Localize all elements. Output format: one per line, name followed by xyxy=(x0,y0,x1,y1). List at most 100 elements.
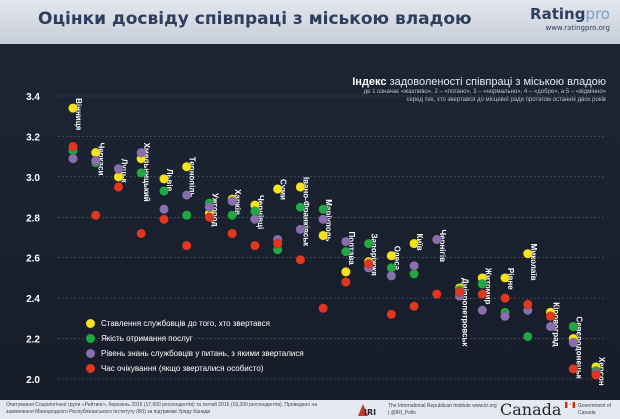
page-title: Оцінки досвіду співпраці з міською владо… xyxy=(38,9,472,29)
data-point xyxy=(477,305,488,316)
data-point xyxy=(409,301,419,312)
data-point xyxy=(431,289,442,299)
subtitle-lead: Індекс xyxy=(352,76,387,88)
subtitle-main: Індекс задоволеності співпраці з міською… xyxy=(316,76,606,88)
data-point xyxy=(204,202,215,213)
y-tick-label: 2.2 xyxy=(26,335,40,346)
data-point xyxy=(113,172,124,182)
data-point xyxy=(295,202,306,213)
government-of-canada: Government of Canada xyxy=(578,403,612,416)
x-category-label: Херсон xyxy=(597,357,606,386)
x-axis-labels: Вінниця Черкаси Луцьк Хмельницький Львів Терн… xyxy=(74,98,606,386)
data-point xyxy=(295,254,306,265)
data-point xyxy=(227,196,238,206)
data-point xyxy=(545,321,556,332)
x-category-label: Тернопіль xyxy=(188,157,197,198)
x-category-label: Луцьк xyxy=(119,159,128,184)
data-point xyxy=(318,214,328,225)
data-point xyxy=(272,184,283,194)
data-point xyxy=(386,271,397,281)
data-point xyxy=(409,260,419,271)
x-category-label: Рівне xyxy=(506,268,515,290)
chart-svg: 2.0 2.2 2.4 2.6 2.8 3.0 3.2 3.4 Вінниця Черкаси Л… xyxy=(26,92,606,386)
data-point xyxy=(159,186,169,196)
data-point xyxy=(500,311,510,322)
footer: Опитування Соціологічної групи «Рейтинг»… xyxy=(0,400,620,419)
data-point xyxy=(181,210,192,221)
data-point xyxy=(386,250,397,261)
x-category-label: Хмельницький xyxy=(142,143,151,202)
iri-name: The International Republican Institute w… xyxy=(388,403,497,416)
data-point xyxy=(409,238,419,249)
data-point xyxy=(431,234,442,245)
y-tick-label: 3.4 xyxy=(26,92,40,103)
data-point xyxy=(250,240,260,251)
legend: Ставлення службовців до того, хто зверта… xyxy=(86,316,304,376)
data-point xyxy=(113,182,124,192)
x-category-label: Запоріжжя xyxy=(370,234,379,277)
x-category-label: Київ xyxy=(415,234,424,251)
data-point xyxy=(68,141,78,152)
x-category-label: Вінниця xyxy=(74,98,83,131)
legend-label-waiting: Час очікування (якщо зверталися особисто… xyxy=(101,364,264,373)
data-point xyxy=(181,190,192,200)
x-category-label: Ужгород xyxy=(210,193,219,226)
canada-flag-icon xyxy=(565,402,575,408)
data-point xyxy=(568,364,579,374)
data-point xyxy=(181,161,192,172)
data-point xyxy=(318,204,328,215)
y-tick-label: 2.8 xyxy=(26,213,40,224)
data-point xyxy=(363,238,374,249)
data-point xyxy=(227,228,238,239)
x-category-label: Миколаїв xyxy=(529,244,538,281)
x-category-label: Житомир xyxy=(483,267,492,305)
data-point xyxy=(522,299,533,310)
x-category-label: Івано-Франківськ xyxy=(301,177,310,247)
iri-logo: IRI xyxy=(358,404,376,417)
data-point xyxy=(318,303,328,314)
y-tick-label: 3.0 xyxy=(26,173,40,184)
data-point xyxy=(136,228,147,239)
grid-lines xyxy=(58,95,606,380)
data-point xyxy=(522,331,533,342)
data-point xyxy=(68,103,78,113)
data-point xyxy=(90,210,101,221)
data-point xyxy=(90,147,101,158)
data-point xyxy=(90,155,101,166)
x-category-label: Черкаси xyxy=(97,143,106,176)
legend-item-attitude: Ставлення службовців до того, хто зверта… xyxy=(86,316,304,331)
legend-item-knowledge: Рівень знань службовців у питань, з яким… xyxy=(86,346,304,361)
data-point xyxy=(181,240,192,251)
title-bar: Оцінки досвіду співпраці з міською владо… xyxy=(0,0,620,44)
data-point xyxy=(159,174,169,184)
data-point xyxy=(568,337,579,348)
y-axis: 2.0 2.2 2.4 2.6 2.8 3.0 3.2 3.4 xyxy=(26,92,40,386)
data-point xyxy=(500,293,510,303)
data-point xyxy=(386,262,397,273)
data-point xyxy=(295,182,306,192)
x-category-label: Полтава xyxy=(347,232,356,266)
data-point xyxy=(568,321,579,332)
data-point xyxy=(363,258,374,269)
legend-label-quality: Якість отримання послуг xyxy=(101,334,193,343)
subtitle-note-sample: серед тих, хто звертався до місцевої рад… xyxy=(406,97,606,103)
x-category-label: Суми xyxy=(279,179,288,200)
x-category-label: Маріуполь xyxy=(324,199,333,241)
x-category-label: Кіровоград xyxy=(552,302,561,346)
legend-dot-quality xyxy=(86,334,95,343)
legend-label-attitude: Ставлення службовців до того, хто зверта… xyxy=(101,319,270,328)
legend-dot-knowledge xyxy=(86,349,95,358)
y-tick-label: 2.4 xyxy=(26,294,40,305)
data-point xyxy=(318,230,328,241)
data-point xyxy=(591,370,601,380)
x-category-label: Севєродонецьк xyxy=(574,316,583,379)
legend-label-knowledge: Рівень знань службовців у питань, з яким… xyxy=(101,349,304,358)
logo-url: www.ratingpro.org xyxy=(545,24,610,32)
x-category-label: Дніпропетровськ xyxy=(461,278,470,347)
canada-wordmark: Canada xyxy=(500,400,562,419)
data-point xyxy=(272,238,283,249)
logo-pro-text: pro xyxy=(585,5,610,23)
data-point xyxy=(136,167,147,178)
data-point xyxy=(295,224,306,235)
